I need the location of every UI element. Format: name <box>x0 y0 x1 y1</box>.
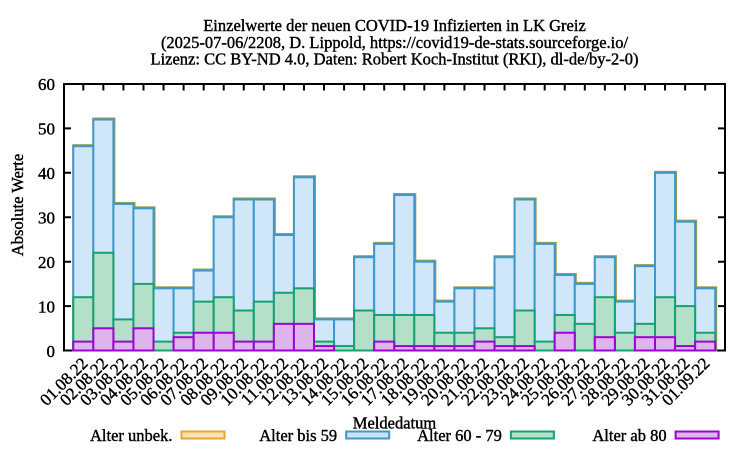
svg-text:40: 40 <box>38 164 55 183</box>
svg-text:0: 0 <box>47 342 56 361</box>
svg-text:50: 50 <box>38 120 55 139</box>
svg-text:Alter 60 - 79: Alter 60 - 79 <box>417 426 502 445</box>
svg-text:Alter unbek.: Alter unbek. <box>90 426 172 445</box>
svg-text:60: 60 <box>38 75 55 94</box>
svg-text:(2025-07-06/2208, D. Lippold,: (2025-07-06/2208, D. Lippold, https://co… <box>161 33 629 52</box>
svg-text:Alter bis 59: Alter bis 59 <box>259 426 337 445</box>
svg-text:Einzelwerte der neuen COVID-19: Einzelwerte der neuen COVID-19 Infiziert… <box>203 16 586 35</box>
svg-text:Absolute Werte: Absolute Werte <box>8 154 27 256</box>
svg-text:Alter ab 80: Alter ab 80 <box>592 426 666 445</box>
svg-text:Lizenz: CC BY-ND 4.0, Daten: R: Lizenz: CC BY-ND 4.0, Daten: Robert Koch… <box>150 50 638 69</box>
svg-text:Meldedatum: Meldedatum <box>353 414 437 433</box>
svg-text:20: 20 <box>38 253 55 272</box>
svg-text:30: 30 <box>38 209 55 228</box>
svg-text:10: 10 <box>38 297 55 316</box>
